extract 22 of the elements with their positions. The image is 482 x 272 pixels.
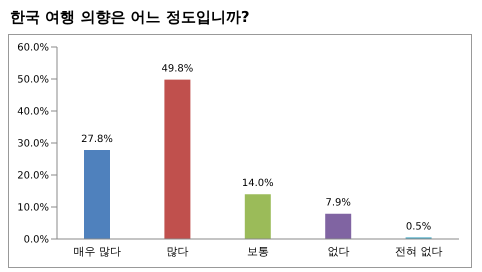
bar	[325, 214, 352, 239]
bar	[244, 194, 271, 239]
x-tick-label: 보통	[247, 244, 269, 258]
y-tick-label: 20.0%	[17, 170, 49, 182]
bar	[84, 150, 110, 239]
y-tick-label: 60.0%	[17, 42, 49, 54]
y-tick-label: 0.0%	[24, 234, 49, 246]
data-label: 0.5%	[406, 221, 432, 232]
y-tick-label: 40.0%	[17, 106, 49, 118]
y-tick-label: 10.0%	[17, 202, 49, 214]
x-tick-label: 매우 많다	[73, 244, 121, 258]
bar	[164, 80, 190, 239]
data-label: 14.0%	[242, 178, 274, 190]
y-tick-label: 50.0%	[17, 74, 49, 86]
x-tick-label: 전혀 없다	[395, 244, 443, 258]
data-label: 27.8%	[81, 134, 113, 146]
chart-title: 한국 여행 의향은 어느 정도입니까?	[10, 8, 251, 28]
x-tick-label: 많다	[166, 244, 189, 258]
y-tick-label: 30.0%	[17, 138, 49, 150]
data-label: 49.8%	[162, 64, 194, 75]
data-label: 7.9%	[325, 198, 351, 209]
x-tick-label: 없다	[327, 244, 350, 258]
